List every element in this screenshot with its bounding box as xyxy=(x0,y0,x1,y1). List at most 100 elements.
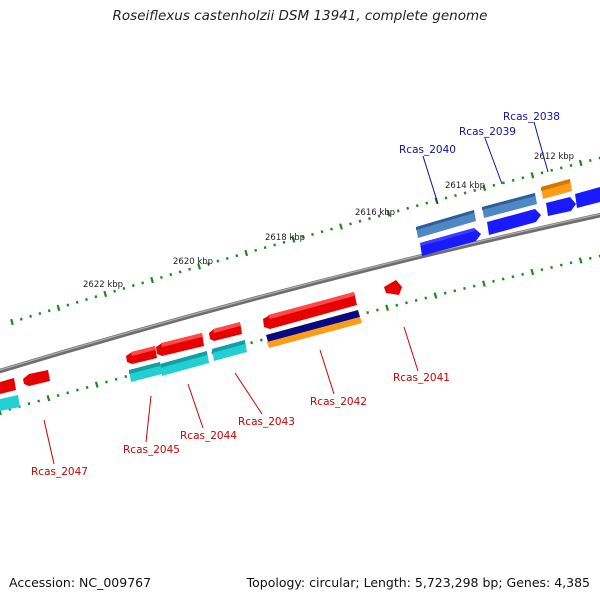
outer-tick xyxy=(131,284,135,288)
feature-rcas-2043-gene-top xyxy=(213,322,240,333)
gene-label-rcas-2040[interactable]: Rcas_2040 xyxy=(399,144,456,156)
outer-tick xyxy=(141,281,145,285)
leader-rcas-2043 xyxy=(234,372,263,415)
genome-backbone xyxy=(0,212,600,374)
outer-tick xyxy=(113,289,117,293)
gene-label-rcas-2041[interactable]: Rcas_2041 xyxy=(393,372,450,384)
feature-rcas-2039-cds[interactable] xyxy=(482,193,537,218)
map-title: Roseiflexus castenholzii DSM 13941, comp… xyxy=(112,8,488,24)
scale-label-2614: 2614 kbp xyxy=(445,181,485,191)
outer-tick xyxy=(150,276,154,284)
inner-tick xyxy=(27,402,31,406)
inner-tick xyxy=(433,292,438,299)
inner-tick xyxy=(414,298,418,302)
outer-tick xyxy=(47,309,51,313)
inner-tick xyxy=(105,380,108,384)
feature-rcas-2046-gene[interactable] xyxy=(0,378,16,394)
outer-tick xyxy=(75,300,79,304)
outer-tick xyxy=(339,223,343,230)
outer-tick xyxy=(444,196,448,200)
leader-rcas-2039 xyxy=(484,137,503,185)
outer-tick xyxy=(282,240,286,244)
outer-tick xyxy=(85,297,88,302)
inner-tick xyxy=(385,304,389,311)
accession-text: Accession: NC_009767 xyxy=(9,575,152,590)
outer-tick xyxy=(330,227,333,231)
inner-tick xyxy=(259,338,263,342)
outer-tick xyxy=(396,209,400,213)
outer-tick xyxy=(188,267,192,271)
gene-label-rcas-2045[interactable]: Rcas_2045 xyxy=(123,444,180,456)
outer-tick xyxy=(56,304,61,312)
gene-label-rcas-2043[interactable]: Rcas_2043 xyxy=(238,416,295,428)
outer-tick xyxy=(235,254,239,258)
feature-rcas-2037-gene[interactable] xyxy=(575,187,600,208)
leader-rcas-2045 xyxy=(145,395,152,443)
outer-tick xyxy=(66,303,70,307)
leader-rcas-2038 xyxy=(533,121,549,173)
scale-label-2622: 2622 kbp xyxy=(83,280,123,290)
outer-tick xyxy=(386,210,391,217)
inner-tick xyxy=(453,289,457,293)
inner-tick xyxy=(366,311,370,315)
inner-tick xyxy=(550,265,554,269)
feature-rcas-2041-gene[interactable] xyxy=(384,280,402,295)
leader-rcas-2042 xyxy=(319,349,335,395)
inner-tick xyxy=(463,286,466,290)
outer-tick xyxy=(216,259,220,263)
feature-rcas-2039-gene[interactable] xyxy=(487,209,541,235)
outer-tick xyxy=(301,235,305,239)
inner-tick xyxy=(501,277,505,281)
outer-tick xyxy=(473,188,477,192)
outer-tick xyxy=(225,256,229,260)
outer-tick xyxy=(273,243,277,247)
inner-tick xyxy=(530,268,535,276)
feature-rcas-2042-navy[interactable] xyxy=(266,310,360,342)
feature-rcas-2040-gene[interactable] xyxy=(420,228,481,256)
gene-label-rcas-2044[interactable]: Rcas_2044 xyxy=(180,430,237,442)
leader-rcas-2041 xyxy=(403,326,419,372)
outer-tick xyxy=(29,314,33,318)
feature-rcas-2047-cyan[interactable] xyxy=(0,395,20,411)
feature-rcas-2043-cyan-top xyxy=(212,340,245,353)
gene-label-rcas-2038[interactable]: Rcas_2038 xyxy=(503,111,560,123)
outer-tick xyxy=(492,183,496,187)
outer-tick xyxy=(415,204,419,208)
inner-tick xyxy=(124,375,128,379)
outer-tick xyxy=(358,219,362,223)
feature-rcas-2042-gene-top xyxy=(268,292,354,319)
inner-tick xyxy=(56,393,60,398)
genome-backbone-highlight xyxy=(0,213,600,371)
outer-tick xyxy=(159,275,163,279)
inner-tick xyxy=(75,388,79,392)
inner-tick xyxy=(443,291,447,295)
feature-rcas-2042-orange[interactable] xyxy=(267,317,362,348)
outer-tick xyxy=(320,230,324,234)
feature-rcas-2039-cds-top xyxy=(482,193,535,210)
outer-tick xyxy=(425,201,429,205)
outer-tick xyxy=(10,318,14,326)
outer-tick xyxy=(578,159,583,167)
outer-tick xyxy=(103,290,108,298)
feature-rcas-2045-gene-top xyxy=(131,346,155,356)
inner-tick xyxy=(375,308,379,312)
gene-label-rcas-2042[interactable]: Rcas_2042 xyxy=(310,396,367,408)
outer-tick xyxy=(502,181,505,185)
feature-rcas-2040-gene-top xyxy=(420,228,475,246)
outer-tick xyxy=(263,246,267,250)
feature-rcas-2038-gene[interactable] xyxy=(546,197,576,216)
inner-tick xyxy=(250,341,254,345)
outer-tick xyxy=(254,248,258,252)
outer-tick xyxy=(38,311,42,316)
feature-rcas-2047-gene[interactable] xyxy=(23,370,50,386)
feature-rcas-2038-cds-top xyxy=(541,179,570,191)
scale-label-2612: 2612 kbp xyxy=(534,152,574,162)
inner-tick xyxy=(482,280,486,287)
inner-tick xyxy=(37,399,41,403)
feature-rcas-2040-cds[interactable] xyxy=(416,210,476,238)
gene-label-rcas-2047[interactable]: Rcas_2047 xyxy=(31,466,88,478)
gene-label-rcas-2039[interactable]: Rcas_2039 xyxy=(459,126,516,138)
inner-tick xyxy=(578,257,583,264)
inner-tick xyxy=(114,377,118,381)
